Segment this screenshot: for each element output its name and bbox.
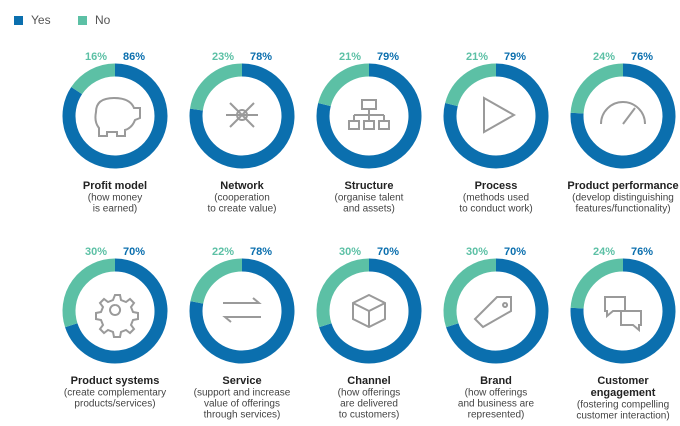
- donut-segment: [71, 63, 116, 95]
- chart-title: Profit model: [83, 180, 147, 192]
- chart-subtitle: products/services): [74, 399, 155, 410]
- donut-segment: [570, 258, 676, 364]
- donut-segment: [65, 258, 168, 364]
- chart-title: Customer: [597, 375, 649, 387]
- value-label: 78%: [250, 51, 272, 63]
- legend-swatch: [78, 16, 87, 25]
- chart-subtitle: and assets): [343, 204, 395, 215]
- chart-subtitle: value of offerings: [204, 399, 280, 410]
- chart-subtitle: customer interaction): [576, 411, 669, 422]
- chart-title: Product systems: [71, 375, 160, 387]
- donut-segment: [570, 258, 624, 309]
- chart-subtitle: to conduct work): [459, 204, 532, 215]
- chart-title: Process: [475, 180, 518, 192]
- value-label: 21%: [466, 51, 488, 63]
- value-label: 86%: [123, 51, 145, 63]
- donut-segment: [445, 63, 497, 107]
- chart-subtitle: (how offerings: [338, 388, 401, 399]
- donut-segment: [316, 63, 422, 169]
- donut-segment: [319, 258, 422, 364]
- donut-segment: [189, 63, 295, 169]
- icon: [94, 96, 141, 137]
- chart-subtitle: through services): [204, 410, 281, 421]
- legend-swatch: [14, 16, 23, 25]
- value-label: 30%: [339, 246, 361, 258]
- chart-subtitle: are delivered: [340, 399, 398, 410]
- donut-group: 24% 76% Product performance(develop distin…: [567, 51, 678, 215]
- chart-subtitle: is earned): [93, 204, 137, 215]
- chart-subtitle: to customers): [339, 410, 400, 421]
- donut-group: 30% 70% Product systems(create complementa…: [62, 246, 168, 410]
- chart-title: Brand: [480, 375, 512, 387]
- donut-segment: [62, 258, 116, 328]
- value-label: 70%: [504, 246, 526, 258]
- chart-subtitle: (methods used: [463, 193, 529, 204]
- value-label: 30%: [85, 246, 107, 258]
- donut-segment: [570, 63, 676, 169]
- donut-segment: [318, 63, 370, 107]
- icon: [95, 294, 139, 338]
- donut-segment: [570, 63, 624, 114]
- value-label: 21%: [339, 51, 361, 63]
- chart-subtitle: (create complementary: [64, 388, 166, 399]
- chart-title: Structure: [345, 180, 394, 192]
- value-label: 23%: [212, 51, 234, 63]
- icon: [352, 293, 386, 329]
- donut-segment: [189, 258, 295, 364]
- value-label: 76%: [631, 51, 653, 63]
- icon: [226, 102, 258, 128]
- icon: [483, 96, 517, 134]
- chart-subtitle: (develop distinguishing: [572, 193, 674, 204]
- chart-title: Channel: [347, 375, 390, 387]
- value-label: 76%: [631, 246, 653, 258]
- chart-subtitle: to create value): [208, 204, 277, 215]
- chart-subtitle: (support and increase: [194, 388, 291, 399]
- value-label: 24%: [593, 246, 615, 258]
- value-label: 30%: [466, 246, 488, 258]
- value-label: 16%: [85, 51, 107, 63]
- value-label: 70%: [377, 246, 399, 258]
- chart-subtitle: (how money: [88, 193, 142, 204]
- donut-segment: [190, 63, 243, 111]
- donut-segment: [316, 258, 370, 328]
- value-label: 24%: [593, 51, 615, 63]
- chart-title: Network: [220, 180, 264, 192]
- value-label: 78%: [250, 246, 272, 258]
- value-label: 79%: [504, 51, 526, 63]
- chart-subtitle: (fostering compelling: [577, 400, 669, 411]
- icon: [473, 296, 512, 329]
- donut-segment: [446, 258, 549, 364]
- icon: [222, 297, 262, 323]
- chart-subtitle: and business are: [458, 399, 535, 410]
- donut-segment: [62, 63, 168, 169]
- donut-segment: [443, 258, 497, 328]
- chart-subtitle: (cooperation: [214, 193, 270, 204]
- value-label: 79%: [377, 51, 399, 63]
- chart-title: Product performance: [567, 180, 678, 192]
- legend-label: Yes: [31, 13, 51, 27]
- chart-subtitle: features/functionality): [575, 204, 670, 215]
- value-label: 70%: [123, 246, 145, 258]
- icon: [604, 296, 642, 333]
- donut-segment: [190, 258, 243, 304]
- legend-label: No: [95, 13, 111, 27]
- chart-title: engagement: [591, 387, 656, 399]
- chart-subtitle: represented): [468, 410, 525, 421]
- icon: [348, 99, 390, 130]
- donut-segment: [443, 63, 549, 169]
- chart-subtitle: (how offerings: [465, 388, 528, 399]
- chart-subtitle: (organise talent: [335, 193, 404, 204]
- value-label: 22%: [212, 246, 234, 258]
- icon: [600, 101, 646, 125]
- donut-group: 22% 78% Service(support and increasevalue …: [189, 246, 295, 421]
- chart-title: Service: [222, 375, 261, 387]
